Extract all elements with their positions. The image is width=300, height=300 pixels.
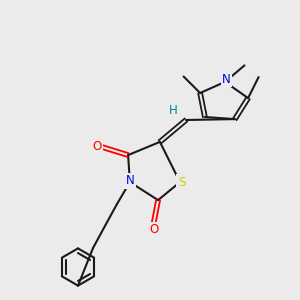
Text: S: S: [178, 176, 185, 189]
Text: O: O: [92, 140, 101, 154]
Text: N: N: [222, 73, 231, 86]
Text: O: O: [150, 223, 159, 236]
Text: N: N: [125, 174, 134, 187]
Text: H: H: [169, 104, 178, 117]
